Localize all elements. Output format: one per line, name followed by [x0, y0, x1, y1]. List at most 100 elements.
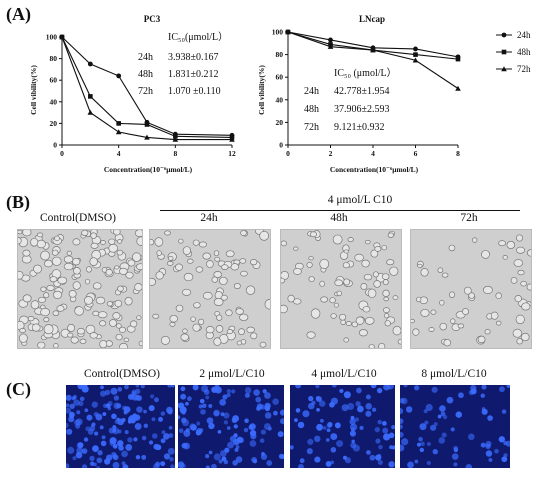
nucleus — [100, 440, 107, 447]
cell — [67, 332, 74, 338]
nucleus — [403, 385, 408, 388]
legend-label: 48h — [517, 47, 531, 57]
cell — [213, 250, 220, 257]
nucleus — [329, 401, 335, 408]
cell — [49, 276, 58, 283]
cell — [66, 250, 72, 256]
cell — [477, 335, 486, 344]
nucleus — [213, 409, 220, 417]
nucleus — [446, 396, 454, 404]
nucleus — [279, 418, 284, 425]
series-line — [61, 36, 232, 141]
nucleus — [112, 454, 118, 460]
nucleus — [168, 433, 174, 438]
cell-texture — [178, 385, 284, 468]
data-point — [144, 122, 150, 127]
nucleus — [505, 440, 510, 447]
cell — [339, 313, 347, 321]
nucleus — [235, 456, 243, 463]
nucleus — [307, 438, 314, 445]
nucleus — [181, 442, 188, 449]
cell — [54, 235, 60, 242]
nucleus — [66, 428, 73, 435]
cell — [202, 252, 211, 260]
nucleus — [264, 392, 271, 399]
nucleus — [198, 404, 203, 409]
cell — [319, 258, 330, 269]
cell — [482, 285, 493, 295]
legend-label: 24h — [517, 30, 531, 40]
nucleus — [243, 427, 249, 433]
x-tick-label: 2 — [329, 149, 333, 158]
nucleus — [110, 387, 118, 395]
nucleus — [99, 425, 104, 430]
series-72h — [59, 34, 235, 142]
cell — [30, 237, 39, 247]
data-point — [328, 37, 333, 43]
cell — [226, 329, 234, 335]
nucleus — [372, 407, 377, 412]
nucleus — [426, 460, 431, 466]
cell — [89, 257, 98, 266]
nucleus — [278, 453, 284, 459]
nucleus — [114, 419, 120, 425]
cell — [374, 246, 382, 252]
nucleus — [326, 428, 331, 433]
nucleus — [400, 424, 403, 430]
cell — [221, 264, 229, 271]
cell — [250, 332, 258, 340]
nucleus — [382, 421, 387, 426]
nucleus — [400, 398, 405, 404]
cell — [79, 338, 87, 344]
cell — [367, 288, 377, 298]
cell — [160, 335, 170, 345]
nucleus — [391, 424, 395, 430]
ic50-value: 37.906±2.593 — [334, 104, 390, 115]
nucleus — [148, 440, 154, 445]
y-tick-label: 60 — [50, 76, 58, 85]
cell — [68, 289, 77, 298]
cell — [40, 250, 50, 261]
y-tick-label: 40 — [50, 97, 58, 106]
x-tick-label: 8 — [456, 149, 460, 158]
cell — [235, 308, 244, 315]
nucleus — [160, 411, 166, 416]
pc3-viability-chart: PC3 Cell vibility(%) Concentration(10⁻⁶μ… — [29, 14, 236, 174]
cell — [109, 319, 118, 327]
nucleus — [141, 454, 147, 460]
cell — [420, 268, 429, 277]
cell — [308, 256, 314, 261]
nucleus — [316, 423, 323, 431]
data-point — [501, 49, 507, 55]
cell — [22, 249, 31, 257]
cell — [383, 296, 389, 302]
nucleus — [167, 385, 172, 388]
cell — [43, 324, 54, 335]
cell — [430, 309, 437, 315]
nucleus — [260, 429, 266, 435]
cell — [240, 270, 248, 277]
cell — [347, 237, 354, 243]
cell — [461, 308, 470, 316]
nucleus — [140, 385, 145, 389]
data-point — [173, 134, 178, 139]
x-tick-label: 8 — [173, 149, 177, 158]
cell — [84, 278, 91, 285]
nucleus — [100, 385, 104, 390]
nucleus — [427, 442, 431, 446]
cell — [392, 325, 401, 336]
cell — [246, 326, 255, 334]
series-line — [61, 36, 233, 136]
nucleus — [72, 456, 77, 461]
nucleus — [377, 419, 382, 425]
nucleus — [443, 415, 448, 420]
nucleus — [185, 401, 189, 406]
cell — [114, 299, 123, 308]
cell — [225, 250, 235, 258]
photo-label: Control(DMSO) — [39, 212, 117, 224]
x-tick-label: 4 — [371, 149, 375, 158]
data-point — [285, 29, 291, 35]
nucleus — [344, 457, 352, 464]
nucleus — [506, 385, 510, 389]
cell — [89, 332, 98, 339]
